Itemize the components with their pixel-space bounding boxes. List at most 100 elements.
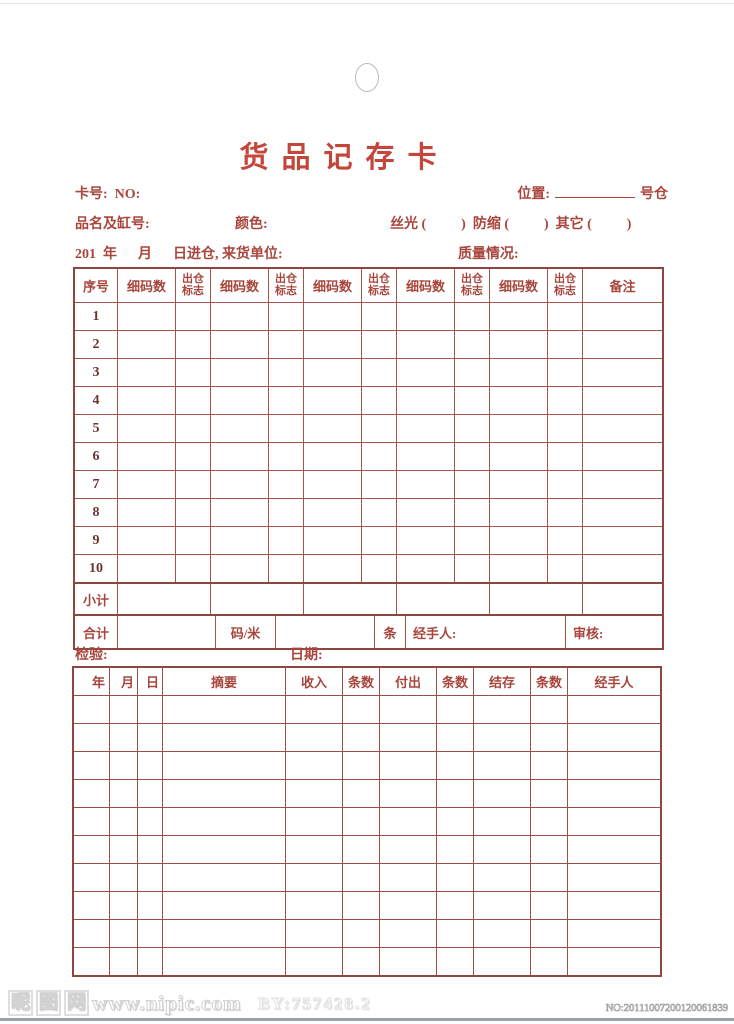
- empty-cell: [396, 471, 454, 498]
- col-outmark: 出仓 标志: [361, 269, 396, 302]
- ledger-col-income: 收入: [285, 668, 342, 695]
- row-number: 8: [92, 504, 100, 520]
- empty-cell: [582, 415, 662, 442]
- empty-cell: [303, 387, 361, 414]
- empty-cell: [268, 387, 303, 414]
- empty-cell: [489, 331, 547, 358]
- table-row: 5: [75, 414, 662, 442]
- empty-cell: [175, 359, 210, 386]
- empty-cell: [175, 555, 210, 582]
- empty-cell: [342, 724, 379, 751]
- bottom-bar: [0, 1018, 734, 1021]
- form-title: 货品记存卡: [239, 142, 450, 174]
- handler-label: 经手人:: [405, 616, 565, 648]
- empty-cell: [454, 387, 489, 414]
- row-number: 5: [92, 420, 100, 436]
- empty-cell: [436, 808, 473, 835]
- row-number: 1: [92, 308, 100, 324]
- empty-cell: [582, 499, 662, 526]
- empty-cell: [268, 359, 303, 386]
- table-row: 6: [75, 442, 662, 470]
- empty-cell: [396, 303, 454, 330]
- empty-cell: [379, 780, 436, 807]
- col-count: 细码数: [117, 269, 175, 302]
- goods-table-header: 序号 细码数 出仓 标志 细码数 出仓 标志 细码数 出仓 标志 细码数 出仓 …: [75, 269, 662, 302]
- col-count: 细码数: [489, 269, 547, 302]
- empty-cell: [379, 836, 436, 863]
- empty-cell: [74, 808, 109, 835]
- color-label: 颜色:: [235, 217, 268, 232]
- empty-cell: [436, 724, 473, 751]
- empty-cell: [530, 724, 567, 751]
- empty-cell: [379, 920, 436, 947]
- punch-hole: [355, 63, 379, 92]
- empty-cell: [396, 387, 454, 414]
- empty-cell: [117, 443, 175, 470]
- empty-cell: [454, 331, 489, 358]
- empty-cell: [473, 808, 530, 835]
- row-number: 7: [92, 476, 100, 492]
- empty-cell: [547, 359, 582, 386]
- empty-cell: [175, 303, 210, 330]
- empty-cell: [567, 864, 660, 891]
- empty-cell: [436, 948, 473, 975]
- empty-cell: [303, 331, 361, 358]
- empty-cell: [361, 499, 396, 526]
- ledger-row: [74, 863, 660, 891]
- col-outmark: 出仓 标志: [268, 269, 303, 302]
- empty-cell: [342, 892, 379, 919]
- col-seq: 序号: [82, 279, 109, 294]
- empty-cell: [210, 555, 268, 582]
- ledger-header: 年 月 日 摘要 收入 条数 付出 条数 结存 条数 经手人: [74, 668, 660, 695]
- empty-cell: [396, 331, 454, 358]
- empty-cell: [117, 415, 175, 442]
- empty-cell: [547, 555, 582, 582]
- empty-cell: [379, 752, 436, 779]
- empty-cell: [489, 443, 547, 470]
- empty-cell: [74, 836, 109, 863]
- empty-cell: [454, 499, 489, 526]
- empty-cell: [175, 471, 210, 498]
- empty-cell: [175, 527, 210, 554]
- empty-cell: [342, 920, 379, 947]
- ledger-col-day: 日: [137, 668, 162, 695]
- empty-cell: [473, 864, 530, 891]
- empty-cell: [361, 303, 396, 330]
- empty-cell: [379, 808, 436, 835]
- table-row: 10: [75, 554, 662, 582]
- empty-cell: [582, 443, 662, 470]
- location-underline: [555, 184, 635, 198]
- ledger-row: [74, 723, 660, 751]
- empty-cell: [530, 808, 567, 835]
- empty-cell: [567, 920, 660, 947]
- empty-cell: [342, 752, 379, 779]
- empty-cell: [547, 471, 582, 498]
- col-count: 细码数: [303, 269, 361, 302]
- ledger-row: [74, 919, 660, 947]
- empty-cell: [436, 892, 473, 919]
- empty-cell: [285, 752, 342, 779]
- empty-cell: [489, 527, 547, 554]
- empty-cell: [117, 584, 210, 614]
- unit-yards-label: 码/米: [215, 616, 275, 648]
- empty-cell: [396, 584, 489, 614]
- ledger-row: [74, 695, 660, 723]
- empty-cell: [268, 415, 303, 442]
- empty-cell: [210, 527, 268, 554]
- empty-cell: [137, 724, 162, 751]
- location-label: 位置:: [517, 187, 550, 202]
- empty-cell: [162, 920, 285, 947]
- empty-cell: [436, 836, 473, 863]
- empty-cell: [567, 892, 660, 919]
- empty-cell: [436, 864, 473, 891]
- empty-cell: [361, 471, 396, 498]
- empty-cell: [342, 948, 379, 975]
- empty-cell: [303, 415, 361, 442]
- product-label: 品名及缸号:: [75, 217, 150, 232]
- empty-cell: [436, 696, 473, 723]
- ledger-col-month: 月: [109, 668, 137, 695]
- empty-cell: [285, 836, 342, 863]
- empty-cell: [379, 696, 436, 723]
- empty-cell: [210, 471, 268, 498]
- empty-cell: [74, 920, 109, 947]
